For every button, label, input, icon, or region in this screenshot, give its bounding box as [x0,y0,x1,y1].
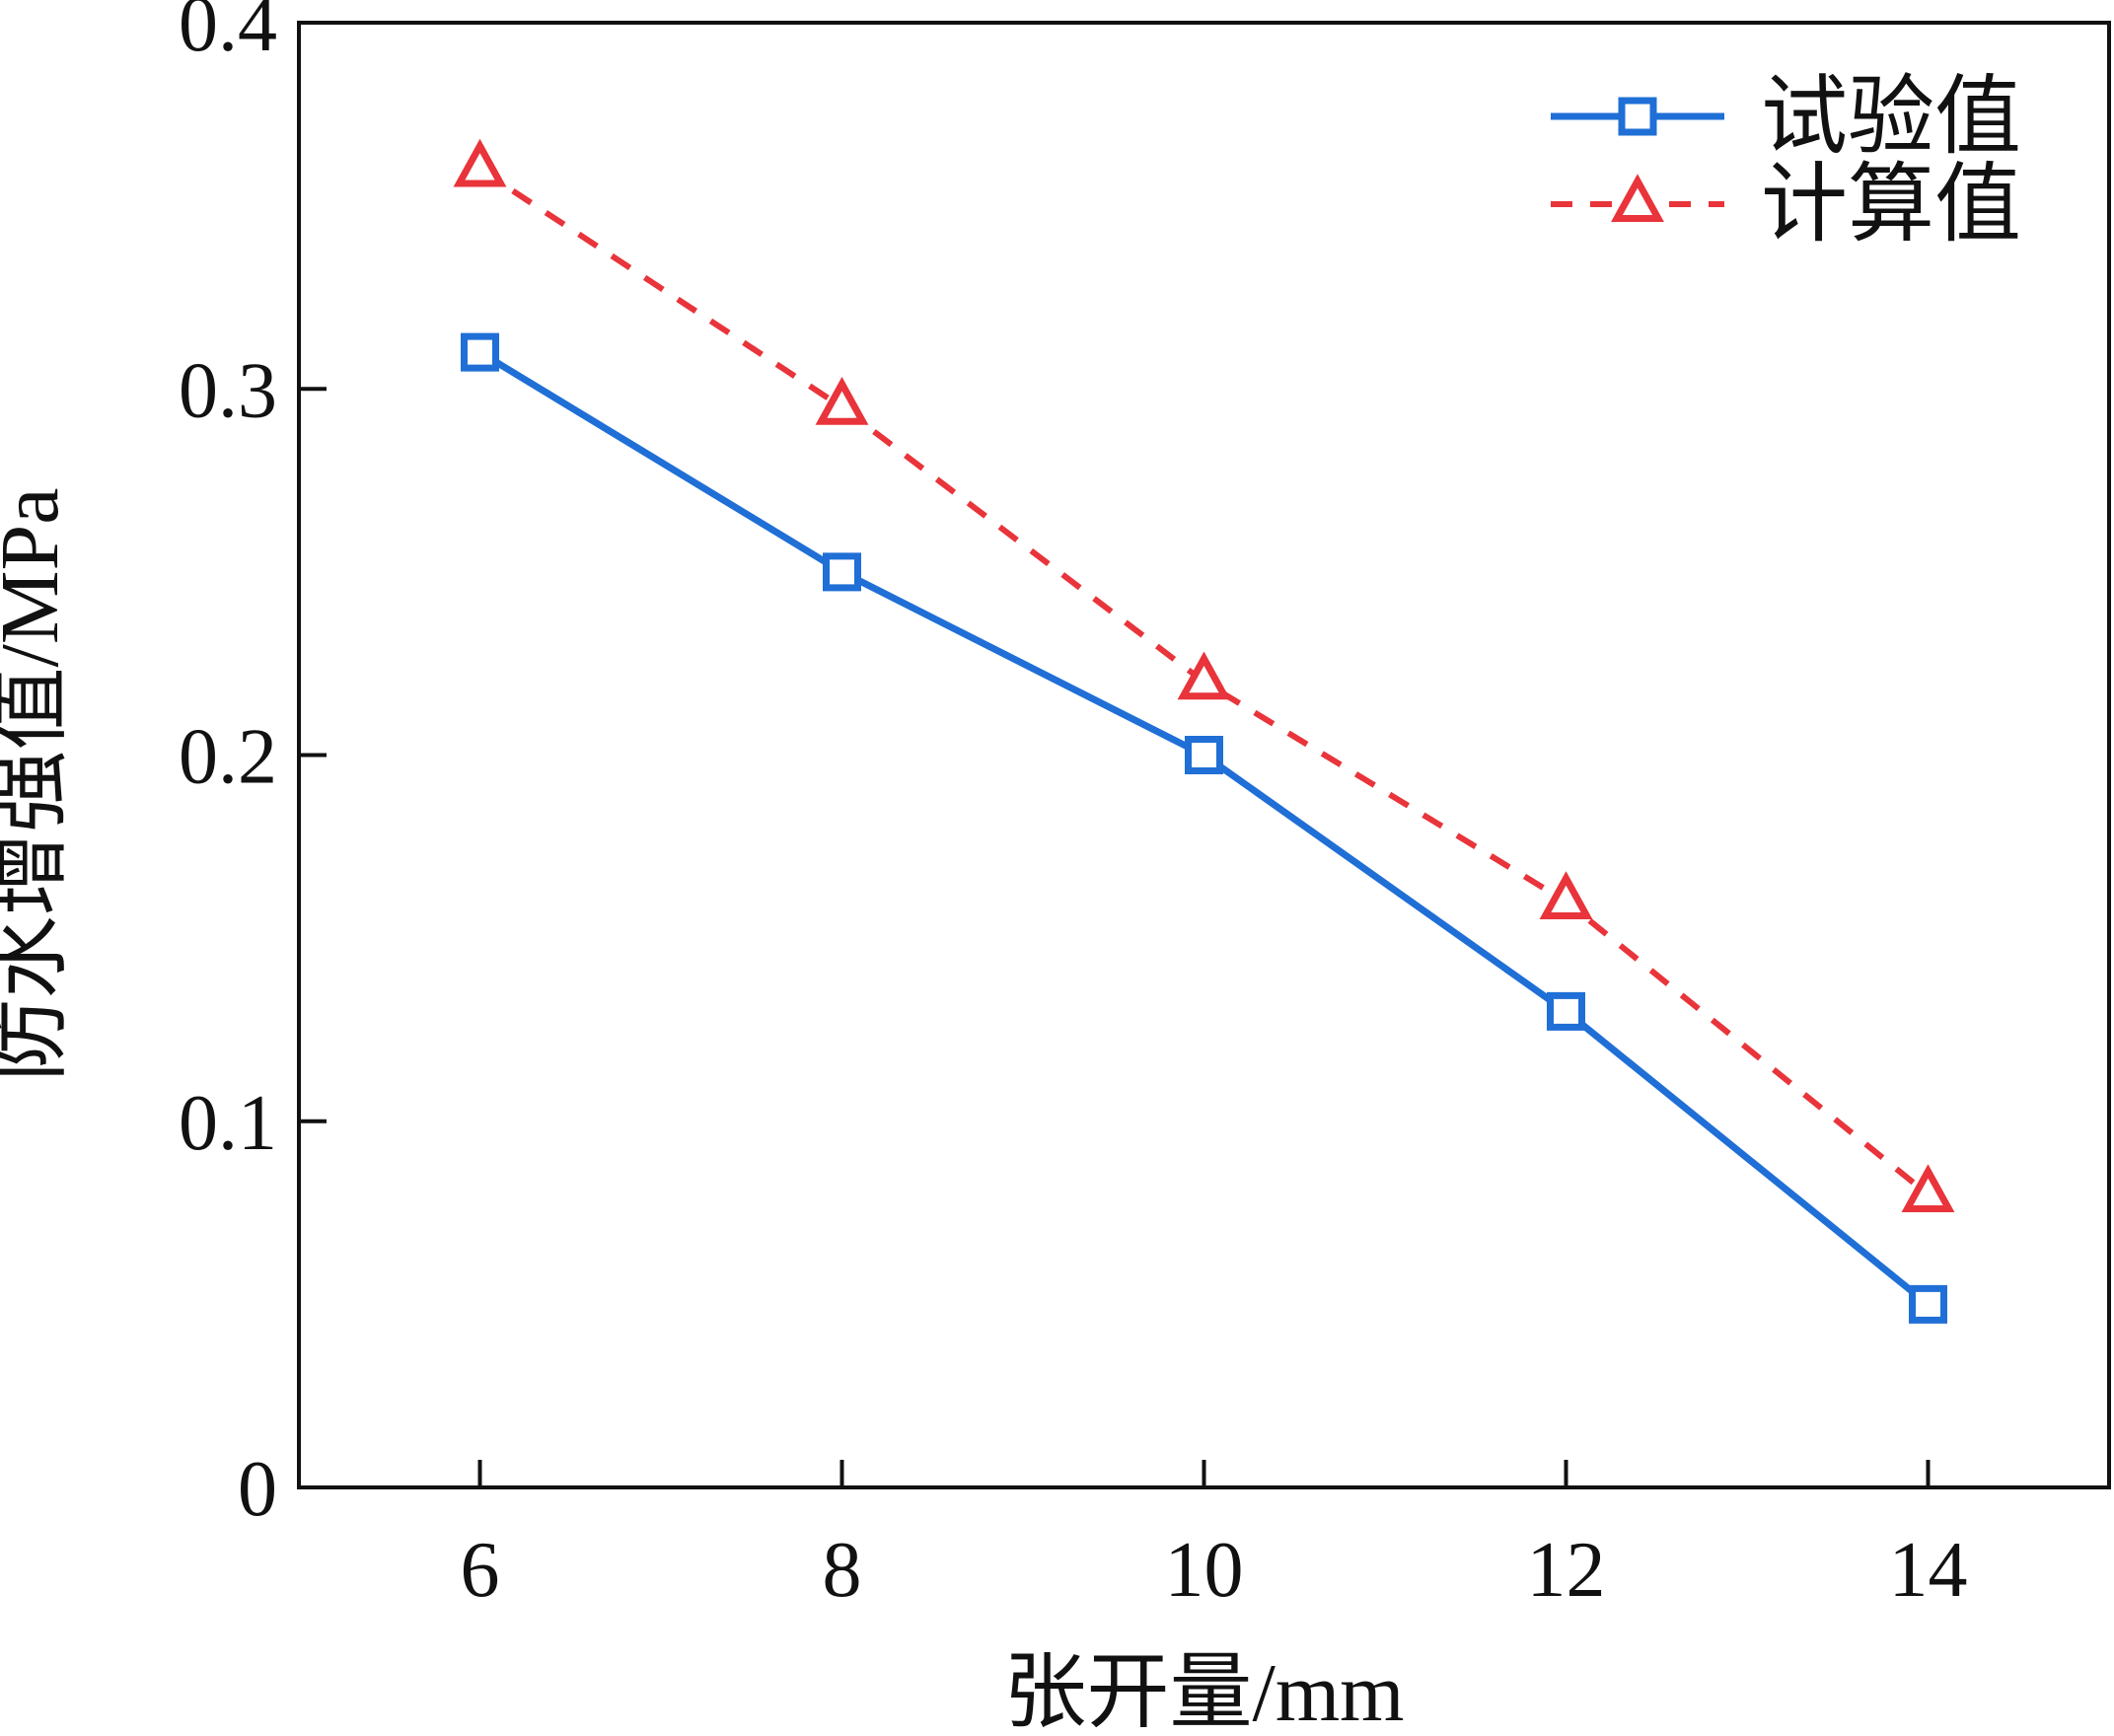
x-tick-label: 8 [823,1527,862,1614]
legend-marker [1618,97,1657,136]
x-tick-label: 10 [1165,1527,1244,1614]
data-point-marker [815,377,869,425]
legend-label: 计算值 [1761,158,2021,253]
y-tick-label: 0 [238,1446,277,1533]
x-tick-label: 12 [1527,1527,1606,1614]
legend-item: 试验值 [1551,70,2021,166]
data-point-marker [1185,736,1223,774]
x-tick-label: 6 [461,1527,500,1614]
x-axis-ticks: 6 8 10 12 14 [461,1460,1968,1614]
series-layer [453,138,1955,1324]
series-group [461,332,1947,1324]
data-point-marker [1547,991,1585,1031]
y-tick-label: 0.1 [179,1080,277,1167]
legend-label: 试验值 [1761,70,2021,166]
y-axis-title: 防水增强值/MPa [0,487,76,1081]
data-point-marker [453,138,507,187]
data-point-marker [823,552,861,592]
series-group [453,138,1955,1212]
y-axis-ticks: 0 0.1 0.2 0.3 0.4 [179,0,327,1533]
x-axis-title: 张开量/mm [1003,1647,1404,1736]
data-point-marker [1909,1284,1947,1324]
data-point-marker [461,332,499,372]
y-tick-label: 0.2 [179,714,277,801]
y-tick-label: 0.4 [179,0,277,68]
x-tick-label: 14 [1889,1527,1968,1614]
legend-marker [1611,174,1664,222]
legend-item: 计算值 [1551,158,2021,253]
y-tick-label: 0.3 [179,347,277,434]
data-point-marker [1901,1164,1955,1212]
data-point-marker [1177,651,1231,700]
data-point-marker [1539,871,1593,919]
